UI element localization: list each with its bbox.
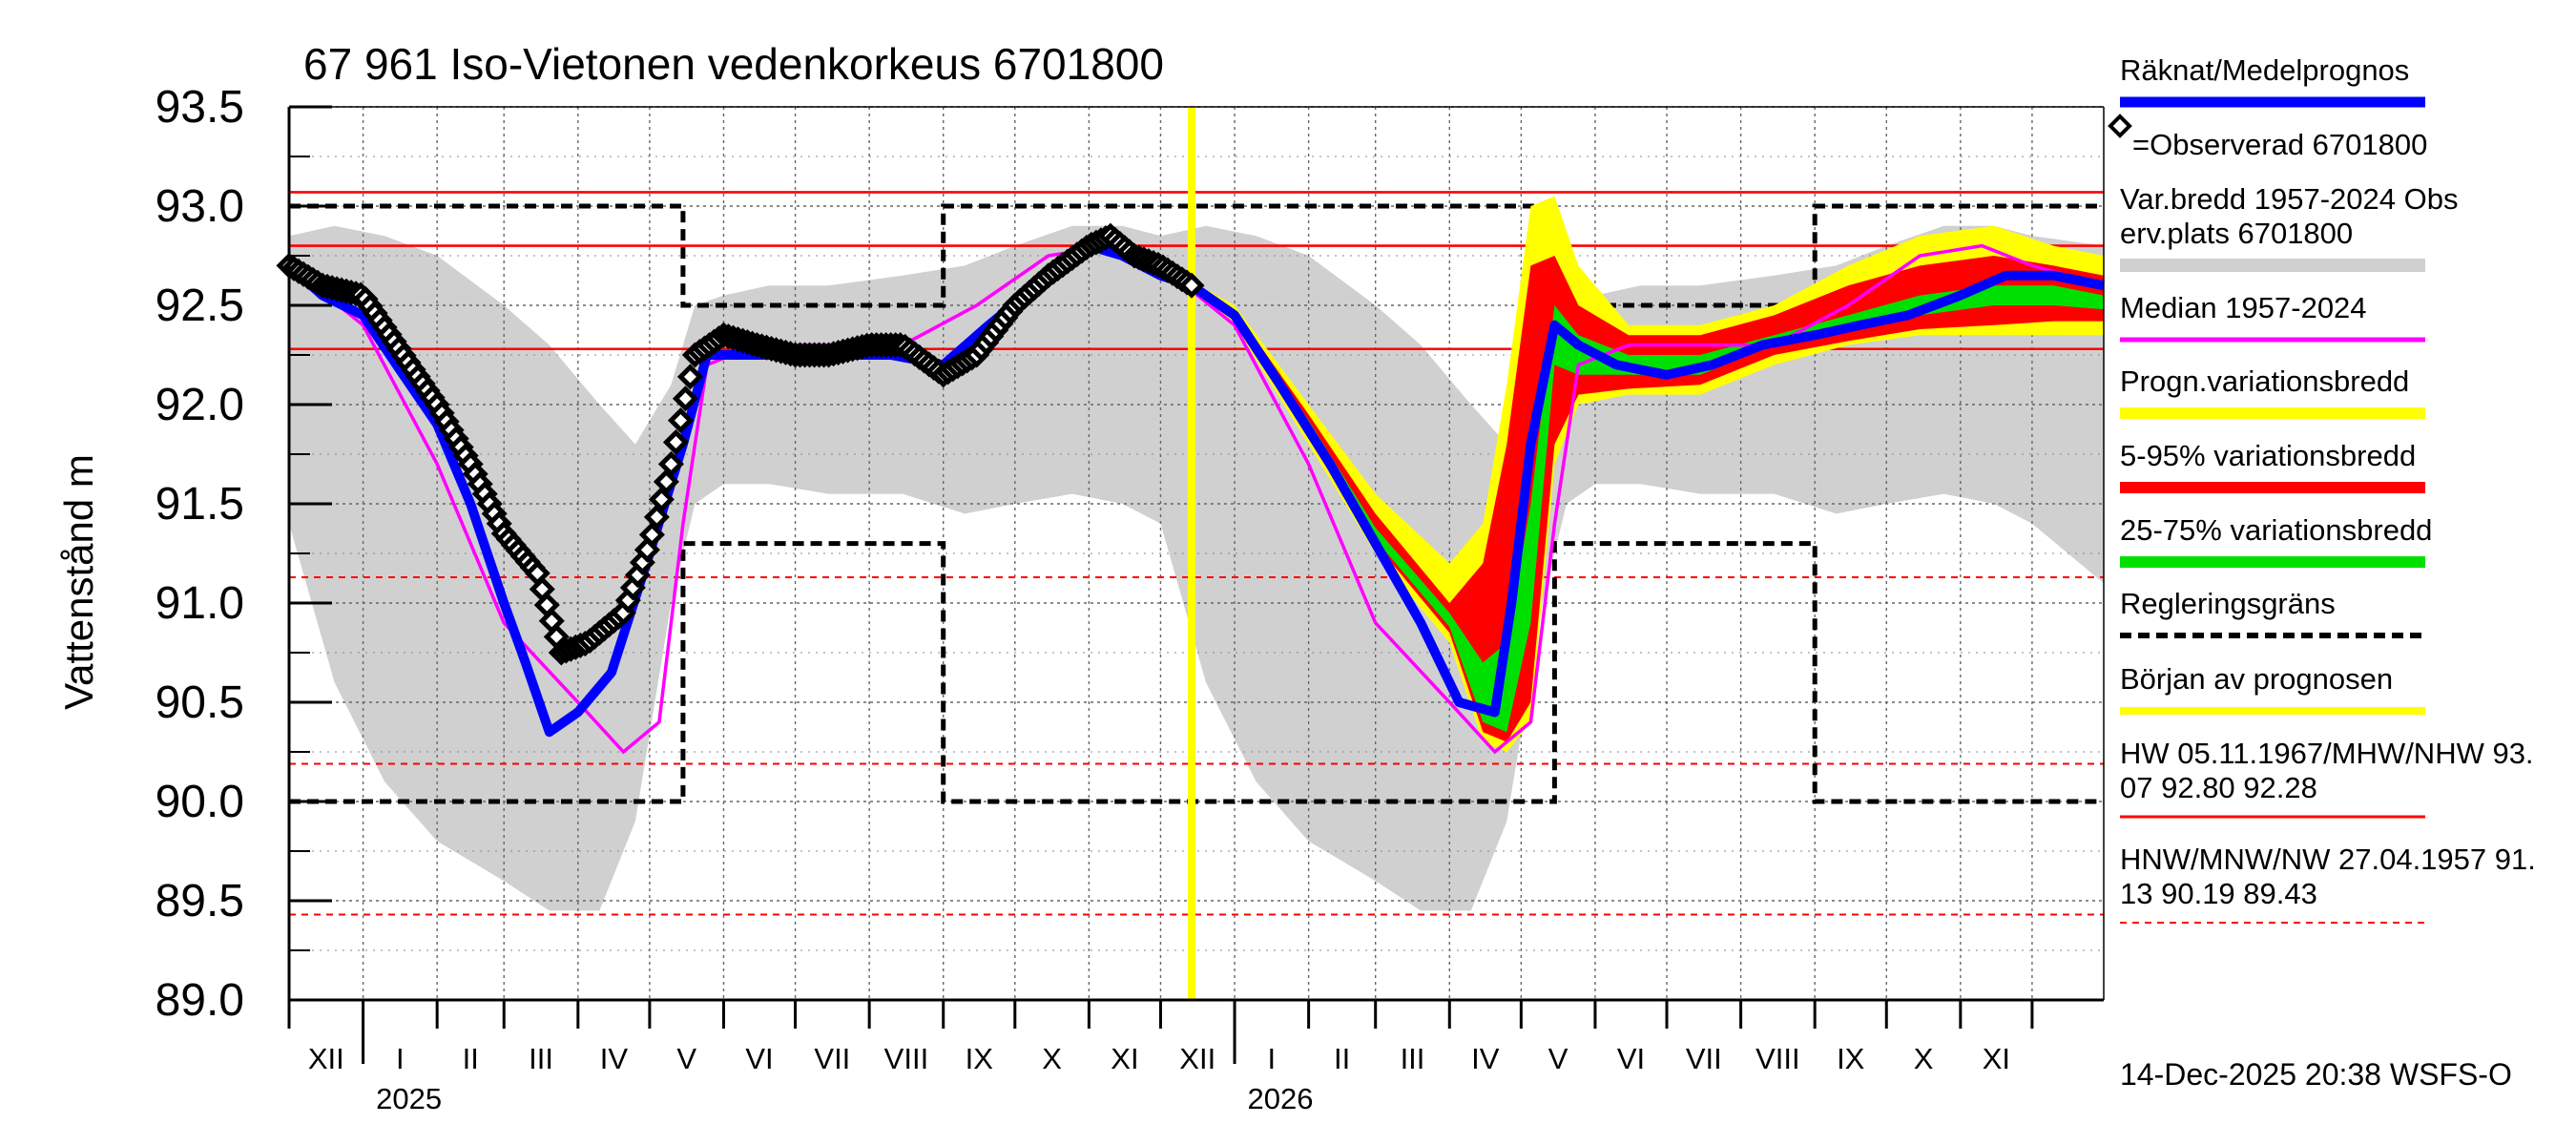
legend-label-forecast: Räknat/Medelprognos (2120, 53, 2409, 87)
y-tick-label: 91.0 (156, 578, 244, 629)
month-label: VI (1617, 1042, 1645, 1075)
month-label: X (1914, 1042, 1934, 1075)
legend: Räknat/Medelprognos =Observerad 6701800 Va… (2108, 53, 2536, 924)
regulation-upper-limit (289, 203, 2104, 308)
month-label: V (676, 1042, 696, 1075)
legend-label-25-75: 25-75% variationsbredd (2120, 513, 2432, 547)
legend-label-nw-2: 13 90.19 89.43 (2120, 877, 2317, 910)
legend-swatch-observed (2108, 114, 2132, 138)
historical-range-layer (289, 225, 2104, 911)
legend-label-range-1: Var.bredd 1957-2024 Obs (2120, 182, 2458, 216)
legend-label-hw-2: 07 92.80 92.28 (2120, 771, 2317, 804)
y-axis-label: Vattenstånd m (56, 454, 101, 710)
legend-label-regulation: Regleringsgräns (2120, 587, 2336, 620)
axes-layer (287, 105, 2105, 1064)
month-label: VII (814, 1042, 850, 1075)
regulation-lower-limit (289, 541, 2104, 804)
observed-point (672, 385, 698, 412)
y-tick-label: 90.5 (156, 677, 244, 728)
y-tick-label: 92.5 (156, 281, 244, 331)
month-label: VIII (1755, 1042, 1800, 1075)
legend-label-prog: Progn.variationsbredd (2120, 364, 2409, 398)
legend-label-5-95: 5-95% variationsbredd (2120, 439, 2416, 472)
month-label: V (1548, 1042, 1568, 1075)
legend-label-observed: =Observerad 6701800 (2132, 128, 2427, 161)
month-label: IV (600, 1042, 629, 1075)
observed-series (276, 222, 1205, 666)
axis-labels-layer: 93.5 93.0 92.5 92.0 91.5 91.0 90.5 90.0 89.5 89.0… (156, 82, 2010, 1115)
reference-lines-layer (289, 191, 2104, 916)
month-label: IV (1471, 1042, 1500, 1075)
observed-point (1178, 272, 1205, 299)
y-tick-label: 93.5 (156, 82, 244, 133)
y-tick-label: 89.0 (156, 975, 244, 1026)
year-label: 2026 (1248, 1082, 1314, 1115)
month-label: VI (745, 1042, 773, 1075)
month-label: II (1334, 1042, 1350, 1075)
regulation-limits-layer (289, 203, 2104, 804)
observed-point (667, 407, 694, 434)
timestamp: 14-Dec-2025 20:38 WSFS-O (2120, 1057, 2512, 1092)
month-label: III (529, 1042, 553, 1075)
y-tick-label: 89.5 (156, 876, 244, 926)
historical-range-band (289, 225, 2104, 911)
y-tick-label: 93.0 (156, 181, 244, 232)
y-tick-label: 91.5 (156, 479, 244, 530)
month-label: I (396, 1042, 405, 1075)
month-label: XI (1983, 1042, 2010, 1075)
legend-label-nw-1: HNW/MNW/NW 27.04.1957 91. (2120, 843, 2536, 876)
legend-label-start: Början av prognosen (2120, 662, 2393, 696)
legend-label-range-2: erv.plats 6701800 (2120, 217, 2353, 250)
month-label: VII (1686, 1042, 1722, 1075)
month-label: XI (1111, 1042, 1138, 1075)
legend-label-median: Median 1957-2024 (2120, 291, 2367, 324)
month-label: XII (1179, 1042, 1215, 1075)
month-label: II (463, 1042, 479, 1075)
month-label: I (1268, 1042, 1277, 1075)
observed-point (662, 428, 689, 456)
observed-point (657, 450, 684, 477)
month-label: IX (966, 1042, 994, 1075)
chart-title: 67 961 Iso-Vietonen vedenkorkeus 6701800 (303, 39, 1164, 89)
observed-point (676, 364, 703, 390)
legend-label-hw-1: HW 05.11.1967/MHW/NHW 93. (2120, 737, 2534, 770)
month-label: X (1042, 1042, 1062, 1075)
month-label: XII (308, 1042, 344, 1075)
month-label: VIII (884, 1042, 929, 1075)
month-label: III (1401, 1042, 1425, 1075)
grid-layer (289, 106, 2104, 1001)
y-tick-label: 90.0 (156, 777, 244, 827)
series-lines-layer (276, 107, 2105, 1000)
year-label: 2025 (376, 1082, 442, 1115)
y-tick-label: 92.0 (156, 380, 244, 430)
month-label: IX (1837, 1042, 1865, 1075)
